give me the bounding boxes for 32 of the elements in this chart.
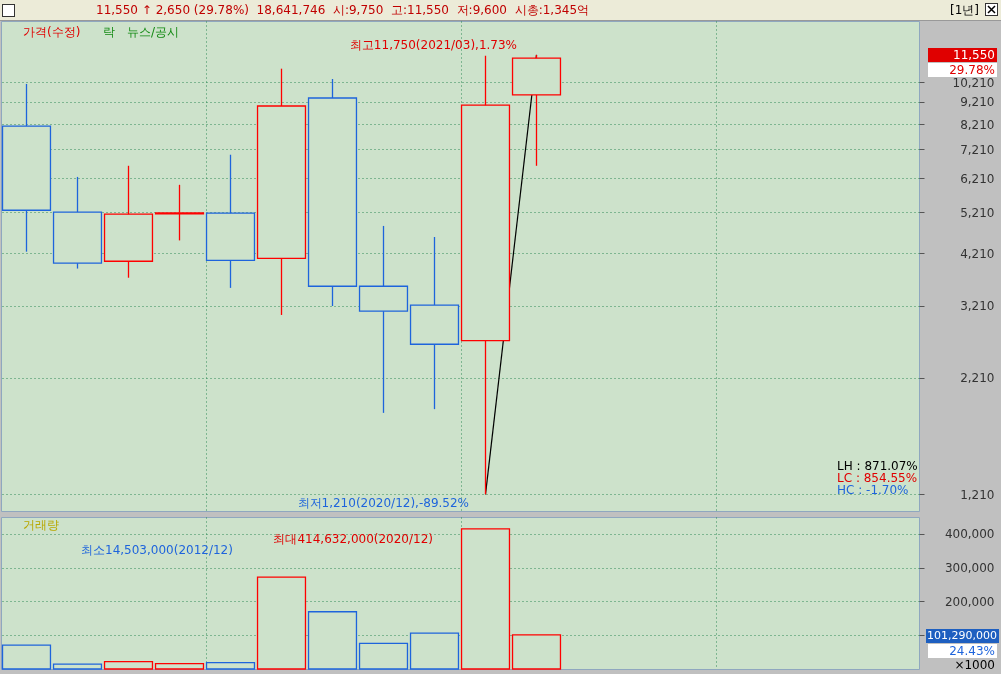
- text: 24.43%: [949, 644, 995, 658]
- annotation: LH : 871.07%: [837, 459, 918, 473]
- chart-title: 11,550 ↑ 2,650 (29.78%) 18,641,746 시:9,750 고:11,550 저:9,600 시총:1,345억: [96, 1, 590, 19]
- annotation: LC : 854.55%: [837, 471, 918, 485]
- annotation: 락: [103, 25, 115, 39]
- y-tick-label: 10,210: [952, 75, 995, 90]
- annotation: 가격(수정): [23, 25, 81, 39]
- y-tick-label: 2,210: [960, 371, 995, 386]
- annotation: 최고11,750(2021/03),1.73%: [349, 38, 517, 52]
- y-tick-label: 6,210: [960, 171, 995, 186]
- candlestick: [154, 184, 205, 242]
- y-tick-label: 400,000: [944, 527, 995, 542]
- y-tick-label: 9,210: [960, 95, 995, 110]
- text: 101,290,000: [927, 629, 997, 642]
- y-tick-label: 7,210: [960, 142, 995, 157]
- text: 29.78%: [949, 63, 995, 77]
- text: ×1000: [954, 658, 995, 672]
- y-tick-label: 5,210: [960, 205, 995, 220]
- annotation: 뉴스/공시: [127, 25, 180, 39]
- y-tick-label: 1,210: [960, 487, 995, 502]
- text: 11,550: [953, 48, 995, 62]
- text: [1년]: [950, 2, 979, 19]
- y-tick-label: 300,000: [944, 561, 995, 576]
- annotation: 최대414,632,000(2020/12): [273, 532, 433, 546]
- annotation: 최저1,210(2020/12),-89.52%: [297, 496, 469, 510]
- annotation: HC : -1.70%: [837, 483, 909, 497]
- y-tick-label: 200,000: [944, 594, 995, 609]
- y-tick-label: 4,210: [960, 246, 995, 261]
- y-tick-label: 8,210: [960, 117, 995, 132]
- annotation: 최소14,503,000(2012/12): [81, 543, 233, 557]
- y-tick-label: 3,210: [960, 299, 995, 314]
- annotation: 거래량: [23, 518, 59, 532]
